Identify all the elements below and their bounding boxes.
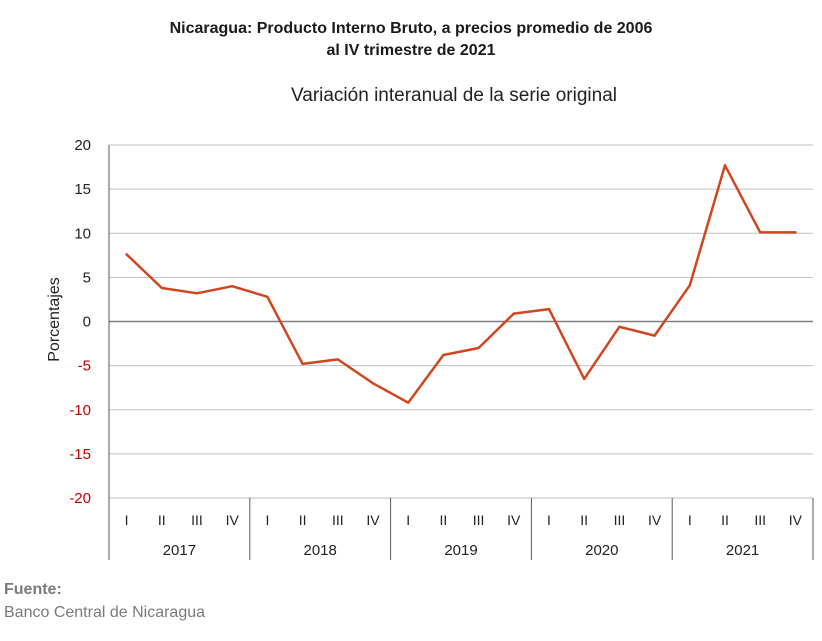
source-note: Fuente: Banco Central de Nicaragua [4,578,205,624]
data-point [160,286,163,290]
x-tick-label-year: 2021 [726,542,759,559]
x-tick-label-quarter: I [406,512,410,528]
x-tick-label-quarter: II [580,512,588,528]
data-point [547,307,551,311]
data-point [512,312,515,315]
data-point [442,353,445,357]
data-point [477,346,480,350]
chart-title: Nicaragua: Producto Interno Bruto, a pre… [0,18,822,62]
x-tick-label-quarter: IV [789,512,803,528]
x-tick-label-quarter: III [754,512,766,528]
data-point [371,382,375,385]
y-tick-label: 10 [74,225,91,242]
data-point [723,164,727,167]
x-tick-label-quarter: III [614,512,626,528]
y-axis-label: Porcentajes [46,277,63,362]
data-point [125,253,128,256]
x-tick-label-quarter: II [158,512,166,528]
x-tick-label-quarter: II [721,512,729,528]
y-tick-label: 0 [83,314,91,331]
chart-title-line-1: Nicaragua: Producto Interno Bruto, a pre… [169,20,653,37]
data-point [794,231,797,234]
x-tick-label-quarter: I [688,512,692,528]
x-tick-label-quarter: IV [226,512,240,528]
data-point [653,334,656,337]
y-tick-label: -15 [69,446,91,463]
x-tick-label-year: 2018 [304,542,337,559]
series-line [125,164,797,404]
y-tick-label: 5 [83,269,91,286]
x-tick-label-quarter: I [547,512,551,528]
x-tick-label-quarter: IV [366,512,380,528]
source-text: Banco Central de Nicaragua [4,604,206,621]
y-tick-label: -10 [69,402,91,419]
x-tick-label-quarter: IV [507,512,521,528]
data-point [759,231,762,234]
x-tick-label-quarter: II [299,512,307,528]
x-tick-label-quarter: III [332,512,344,528]
x-tick-label-quarter: II [440,512,448,528]
x-tick-label-year: 2020 [585,542,618,559]
y-tick-label: 20 [74,137,91,154]
data-point [336,358,339,361]
y-tick-label: -20 [69,490,91,507]
x-tick-label-year: 2017 [163,542,196,559]
x-tick-label-quarter: III [191,512,203,528]
data-point [583,377,586,381]
x-tick-label-quarter: III [473,512,485,528]
x-tick-label-year: 2019 [444,542,477,559]
y-tick-label: 15 [74,181,91,198]
data-point [195,292,199,295]
x-tick-label-quarter: IV [648,512,662,528]
y-tick-label: -5 [78,358,91,375]
x-tick-label-quarter: I [125,512,129,528]
data-point [231,285,234,288]
data-point [688,284,691,287]
data-point [618,325,621,328]
source-label: Fuente: [4,581,62,598]
data-point [266,295,269,298]
chart-subtitle: Variación interanual de la serie origina… [290,85,617,106]
data-point [407,401,410,404]
chart-title-line-2: al IV trimestre de 2021 [326,42,496,59]
data-point [301,362,304,366]
x-tick-label-quarter: I [265,512,269,528]
